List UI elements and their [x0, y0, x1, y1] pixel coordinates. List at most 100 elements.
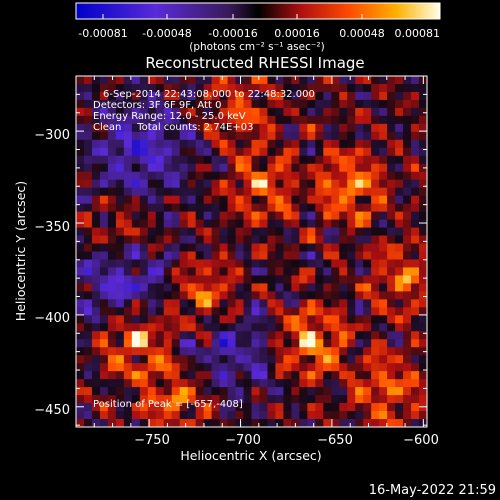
- heatmap-cell: [187, 395, 197, 404]
- heatmap-cell: [323, 307, 332, 316]
- heatmap-cell: [251, 307, 260, 316]
- heatmap-cell: [123, 251, 133, 260]
- heatmap-cell: [347, 403, 356, 412]
- heatmap-cell: [291, 179, 300, 189]
- heatmap-cell: [227, 395, 236, 404]
- heatmap-cell: [275, 315, 284, 324]
- heatmap-cell: [139, 211, 149, 220]
- heatmap-cell: [115, 419, 125, 427]
- heatmap-cell: [235, 147, 244, 157]
- heatmap-cell: [275, 267, 284, 276]
- heatmap-cell: [147, 123, 157, 133]
- heatmap-cell: [331, 147, 340, 157]
- heatmap-cell: [147, 195, 157, 205]
- heatmap-cell: [251, 411, 260, 420]
- heatmap-cell: [219, 299, 228, 308]
- heatmap-cell: [83, 291, 93, 300]
- heatmap-cell: [291, 339, 300, 348]
- heatmap-cell: [411, 115, 420, 125]
- heatmap-cell: [91, 347, 101, 356]
- heatmap-cell: [91, 179, 101, 189]
- heatmap-cell: [419, 267, 427, 276]
- heatmap-cell: [227, 403, 236, 412]
- heatmap-cell: [403, 347, 412, 356]
- heatmap-cell: [339, 76, 348, 85]
- heatmap-cell: [379, 235, 388, 244]
- heatmap-cell: [243, 355, 252, 364]
- heatmap-cell: [379, 371, 388, 380]
- heatmap-cell: [187, 219, 197, 228]
- heatmap-cell: [347, 371, 356, 380]
- heatmap-cell: [147, 219, 157, 228]
- heatmap-cell: [307, 267, 316, 276]
- heatmap-cell: [131, 251, 141, 260]
- heatmap-cell: [123, 323, 133, 332]
- heatmap-cell: [307, 379, 316, 388]
- heatmap-cell: [171, 251, 181, 260]
- heatmap-cell: [355, 315, 364, 324]
- heatmap-cell: [99, 219, 109, 228]
- heatmap-cell: [219, 83, 228, 93]
- heatmap-cell: [395, 99, 404, 109]
- heatmap-cell: [155, 259, 165, 268]
- heatmap-cell: [139, 107, 149, 117]
- heatmap-cell: [91, 131, 101, 141]
- heatmap-cell: [355, 395, 364, 404]
- heatmap-cell: [115, 251, 125, 260]
- heatmap-cell: [187, 99, 197, 109]
- heatmap-cell: [379, 259, 388, 268]
- heatmap-cell: [355, 155, 364, 165]
- heatmap-cell: [251, 219, 260, 228]
- heatmap-cell: [235, 315, 244, 324]
- heatmap-cell: [195, 107, 205, 117]
- heatmap-cell: [243, 323, 252, 332]
- heatmap-cell: [83, 115, 93, 125]
- heatmap-cell: [283, 315, 292, 324]
- heatmap-cell: [147, 323, 157, 332]
- heatmap-cell: [203, 219, 213, 228]
- heatmap-cell: [243, 251, 252, 260]
- heatmap-cell: [419, 155, 427, 165]
- heatmap-cell: [307, 115, 316, 125]
- heatmap-cell: [163, 347, 173, 356]
- heatmap-cell: [139, 155, 149, 165]
- heatmap-cell: [419, 227, 427, 236]
- heatmap-cell: [219, 171, 228, 181]
- heatmap-cell: [131, 195, 141, 205]
- heatmap-cell: [76, 99, 85, 109]
- heatmap-cell: [115, 147, 125, 157]
- heatmap-cell: [243, 411, 252, 420]
- heatmap-cell: [179, 227, 189, 236]
- heatmap-cell: [259, 355, 268, 364]
- heatmap-cell: [403, 291, 412, 300]
- heatmap-cell: [219, 291, 228, 300]
- heatmap-cell: [195, 83, 205, 93]
- heatmap-cell: [363, 315, 372, 324]
- heatmap-cell: [259, 403, 268, 412]
- heatmap-cell: [195, 315, 205, 324]
- heatmap-cell: [76, 323, 85, 332]
- heatmap-cell: [83, 331, 93, 340]
- heatmap-cell: [155, 371, 165, 380]
- heatmap-cell: [267, 291, 276, 300]
- heatmap-cell: [315, 219, 324, 228]
- heatmap-cell: [403, 123, 412, 133]
- heatmap-cell: [355, 115, 364, 125]
- heatmap-cell: [123, 99, 133, 109]
- heatmap-cell: [403, 235, 412, 244]
- heatmap-cell: [235, 267, 244, 276]
- heatmap-cell: [91, 411, 101, 420]
- heatmap-cell: [211, 179, 220, 189]
- heatmap-cell: [371, 83, 380, 93]
- heatmap-cell: [163, 291, 173, 300]
- heatmap-cell: [371, 411, 380, 420]
- heatmap-cell: [235, 187, 244, 197]
- heatmap-cell: [259, 395, 268, 404]
- heatmap-cell: [163, 91, 173, 101]
- heatmap-cell: [363, 163, 372, 173]
- heatmap-cell: [403, 76, 412, 85]
- heatmap-cell: [299, 395, 308, 404]
- heatmap-cell: [131, 107, 141, 117]
- heatmap-cell: [179, 115, 189, 125]
- heatmap-cell: [291, 331, 300, 340]
